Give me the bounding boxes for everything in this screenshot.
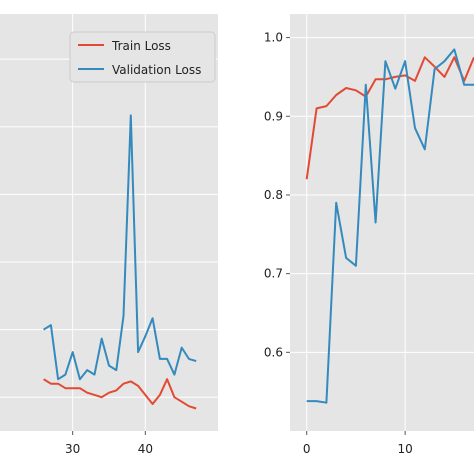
legend-label-validation: Validation Loss <box>112 63 201 77</box>
right-plot-area <box>290 14 474 431</box>
right-series-line-1 <box>306 48 474 404</box>
right-series-line-0 <box>305 56 474 180</box>
right-y-tick-label-2: 0.8 <box>264 188 283 202</box>
right-y-tick-label-1: 0.7 <box>264 267 283 281</box>
right-y-ticks: 0.6 0.7 0.8 0.9 1.0 <box>264 31 290 359</box>
legend: Train Loss Validation Loss <box>69 31 216 83</box>
right-x-ticks: 0 10 <box>303 431 413 456</box>
left-plot-area <box>0 14 218 431</box>
left-lines <box>43 114 197 410</box>
left-x-tick-label-1: 40 <box>138 442 153 456</box>
legend-box <box>69 31 216 83</box>
right-y-tick-label-4: 1.0 <box>264 31 283 45</box>
right-lines <box>305 48 474 404</box>
right-y-tick-label-3: 0.9 <box>264 109 283 123</box>
legend-label-train: Train Loss <box>111 39 171 53</box>
left-series-line-0 <box>43 378 197 410</box>
right-y-tick-label-0: 0.6 <box>264 345 283 359</box>
right-x-tick-label-0: 0 <box>303 442 311 456</box>
right-grid <box>290 14 474 431</box>
left-x-tick-label-0: 30 <box>65 442 80 456</box>
right-x-tick-label-1: 10 <box>397 442 412 456</box>
left-series-line-1 <box>43 114 197 381</box>
left-x-ticks: 30 40 <box>65 431 153 456</box>
